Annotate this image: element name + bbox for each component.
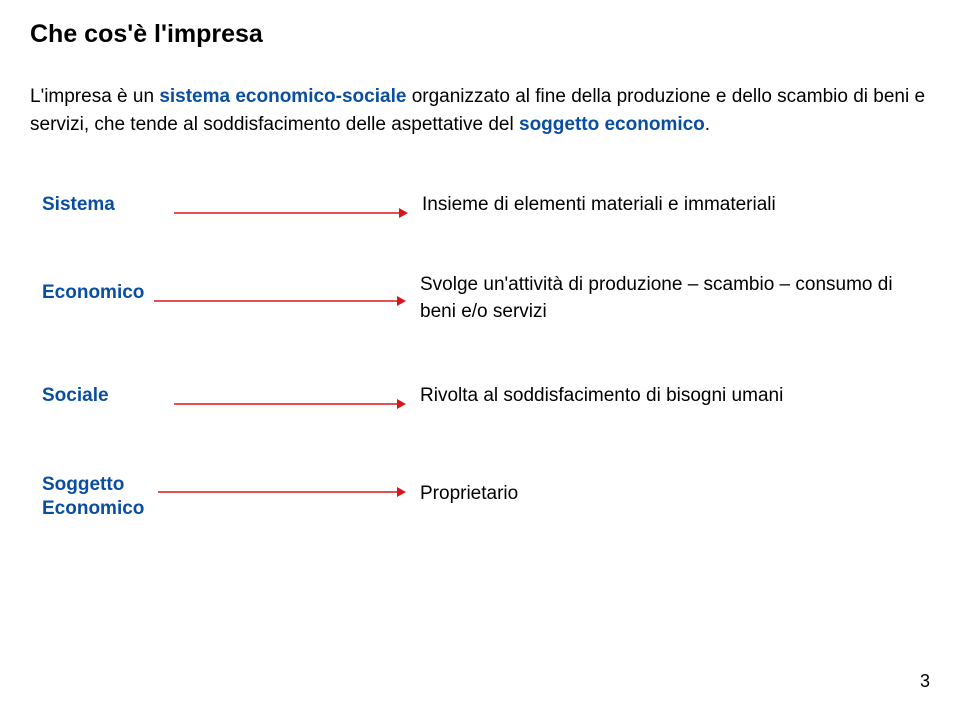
definition-row: EconomicoSvolge un'attività di produzion… (42, 282, 930, 325)
definition-text: Proprietario (406, 481, 518, 508)
highlight-term: sistema economico-sociale (159, 86, 406, 107)
definition-term: SoggettoEconomico (42, 473, 158, 521)
definition-term: Sistema (42, 194, 174, 216)
definition-text: Rivolta al soddisfacimento di bisogni um… (406, 383, 783, 410)
definition-term: Sociale (42, 385, 174, 407)
definition-text: Svolge un'attività di produzione – scamb… (406, 272, 930, 325)
definition-text: Insieme di elementi materiali e immateri… (408, 192, 776, 219)
definition-row: Sistema Insieme di elementi materiali e i… (42, 194, 930, 222)
arrow-icon (174, 395, 406, 413)
arrow-icon (158, 483, 406, 501)
page-number: 3 (920, 671, 930, 692)
text-run: . (705, 114, 710, 135)
page-title: Che cos'è l'impresa (30, 20, 930, 49)
slide-page: Che cos'è l'impresa L'impresa è un siste… (0, 0, 960, 710)
definitions-list: Sistema Insieme di elementi materiali e i… (30, 194, 930, 521)
definition-row: SoggettoEconomico Proprietario (42, 473, 930, 521)
text-run: L'impresa è un (30, 86, 159, 107)
arrow-icon (174, 204, 408, 222)
arrow-icon (154, 292, 406, 310)
intro-paragraph: L'impresa è un sistema economico-sociale… (30, 83, 930, 138)
highlight-term: soggetto economico (519, 114, 705, 135)
definition-term: Economico (42, 282, 154, 304)
definition-row: Sociale Rivolta al soddisfacimento di bis… (42, 385, 930, 413)
